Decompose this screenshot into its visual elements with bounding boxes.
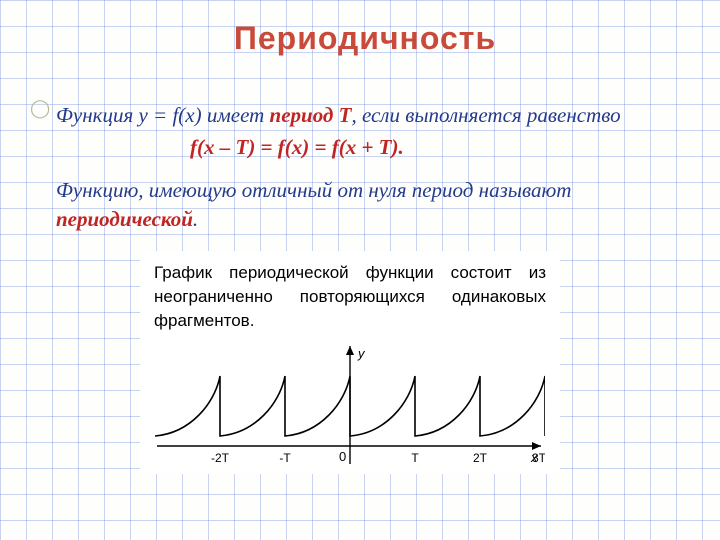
definition-paragraph-2: Функцию, имеющую отличный от нуля период…: [56, 176, 680, 233]
svg-text:T: T: [411, 451, 419, 465]
svg-text:-T: -T: [279, 451, 291, 465]
slide-content: Периодичность ◯ Функция у = f(x) имеет п…: [0, 0, 720, 474]
svg-text:2T: 2T: [473, 451, 488, 465]
para2-bold: периодической: [56, 207, 193, 231]
svg-text:0: 0: [339, 449, 346, 464]
bullet-icon: ◯: [30, 98, 50, 119]
inner-panel: График периодической функции состоит из …: [140, 251, 560, 474]
para1-suffix: , если выполняется равенство: [351, 103, 620, 127]
para2-prefix: Функцию, имеющую отличный от нуля период…: [56, 178, 571, 202]
inner-description: График периодической функции состоит из …: [154, 261, 546, 332]
svg-text:3T: 3T: [532, 451, 545, 465]
formula: f(x – T) = f(x) = f(x + T).: [190, 135, 680, 160]
periodic-chart: 0yx-2T-TT2T3T: [154, 338, 546, 468]
para1-prefix: Функция у = f(x) имеет: [56, 103, 270, 127]
para1-bold: период Т: [270, 103, 352, 127]
para2-suffix: .: [193, 207, 198, 231]
definition-paragraph-1: Функция у = f(x) имеет период Т, если вы…: [56, 101, 680, 129]
svg-text:-2T: -2T: [211, 451, 230, 465]
page-title: Периодичность: [50, 20, 680, 57]
chart-svg: 0yx-2T-TT2T3T: [155, 338, 545, 468]
